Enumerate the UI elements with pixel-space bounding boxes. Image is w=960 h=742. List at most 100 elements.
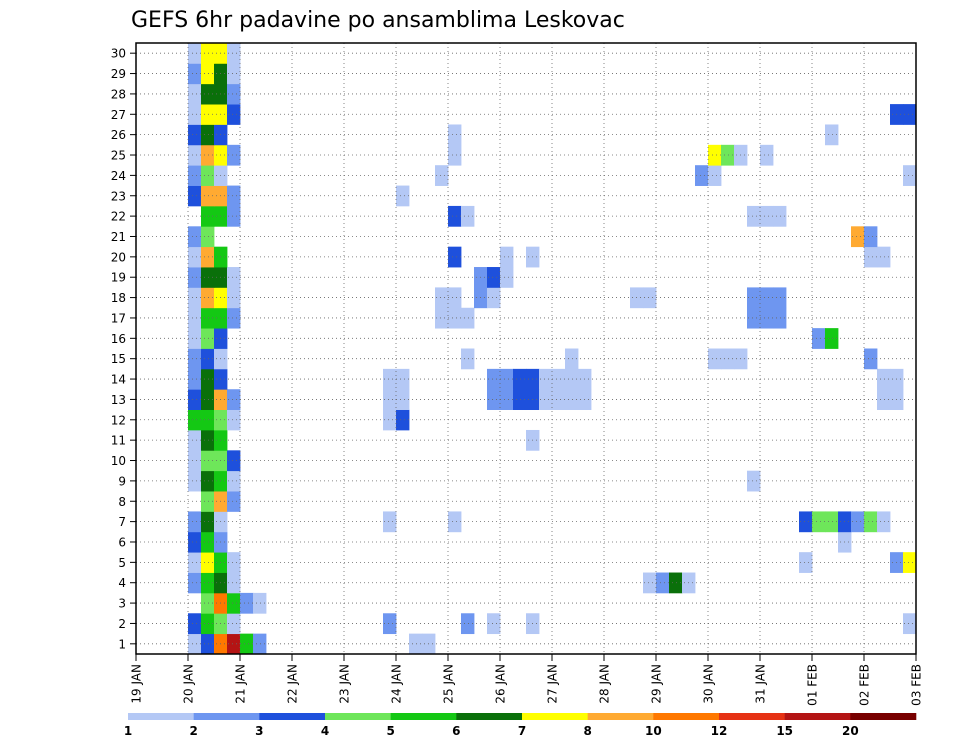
heatmap-cell — [760, 205, 774, 227]
heatmap-cell — [227, 409, 241, 431]
y-tick-label: 24 — [111, 169, 126, 183]
legend-color-swatch — [128, 713, 194, 720]
heatmap-cell — [188, 144, 202, 166]
heatmap-cell — [227, 491, 241, 512]
heatmap-cell — [383, 409, 397, 431]
y-tick-label: 27 — [111, 108, 126, 122]
heatmap-cell — [396, 185, 410, 207]
legend-color-swatch — [193, 713, 260, 720]
heatmap-cell — [201, 63, 215, 85]
heatmap-cell — [695, 165, 709, 186]
heatmap-cell — [201, 389, 215, 410]
heatmap-cell — [500, 389, 514, 410]
y-tick-label: 11 — [111, 434, 126, 448]
heatmap-cell — [903, 613, 917, 635]
heatmap-cell — [877, 389, 891, 410]
heatmap-cell — [864, 246, 878, 268]
heatmap-cell — [227, 470, 241, 492]
heatmap-cell — [227, 43, 241, 64]
heatmap-cell — [383, 511, 397, 533]
heatmap-cell — [760, 307, 774, 329]
legend-label: 7 — [518, 724, 526, 738]
heatmap-cell — [201, 144, 215, 166]
heatmap-cell — [201, 511, 215, 533]
heatmap-cell — [565, 389, 579, 410]
y-axis-ticks: 1234567891011121314151617181920212223242… — [111, 47, 136, 651]
x-tick-label: 29 JAN — [650, 664, 664, 704]
heatmap-cell — [721, 144, 735, 166]
y-tick-label: 7 — [118, 515, 126, 529]
heatmap-cell — [539, 389, 553, 410]
legend-color-swatch — [653, 713, 720, 720]
heatmap-cell — [201, 592, 215, 614]
y-tick-label: 30 — [111, 47, 126, 61]
heatmap-cell — [201, 328, 215, 349]
heatmap-cell — [539, 368, 553, 390]
y-tick-label: 25 — [111, 149, 126, 163]
heatmap-cell — [448, 205, 462, 227]
heatmap-cell — [565, 348, 579, 370]
y-tick-label: 16 — [111, 332, 126, 346]
heatmap-cell — [435, 287, 449, 309]
heatmap-cell — [227, 633, 241, 655]
legend-color-swatch — [522, 713, 588, 720]
y-tick-label: 20 — [111, 250, 126, 264]
heatmap-cell — [188, 165, 202, 186]
y-tick-label: 28 — [111, 87, 126, 101]
heatmap-cell — [201, 572, 215, 594]
x-axis-ticks: 19 JAN 20 JAN 21 JAN 22 JAN 23 JAN 24 JAN 25 J… — [130, 654, 924, 706]
y-tick-label: 2 — [118, 617, 126, 631]
heatmap-cell — [201, 226, 215, 248]
heatmap-cell — [513, 368, 527, 390]
heatmap-cell — [188, 368, 202, 390]
heatmap-cell — [669, 572, 683, 594]
heatmap-cell — [227, 63, 241, 85]
x-tick-label: 20 JAN — [182, 664, 196, 704]
heatmap-cell — [201, 368, 215, 390]
plot-frame — [135, 42, 917, 655]
heatmap-cell — [448, 144, 462, 166]
heatmap-cell — [552, 368, 566, 390]
heatmap-cell — [773, 205, 787, 227]
y-tick-label: 9 — [118, 474, 126, 488]
heatmap-cell — [227, 572, 241, 594]
x-tick-label: 31 JAN — [754, 664, 768, 704]
heatmap-cell — [643, 287, 657, 309]
heatmap-cell — [500, 246, 514, 268]
heatmap-cell — [201, 613, 215, 635]
heatmap-cell — [461, 307, 475, 329]
y-tick-label: 3 — [118, 597, 126, 611]
heatmap-cell — [708, 348, 722, 370]
y-tick-label: 22 — [111, 210, 126, 224]
x-tick-label: 23 JAN — [338, 664, 352, 704]
legend-color-swatch — [456, 713, 523, 720]
heatmap-cell — [188, 328, 202, 349]
heatmap-cell — [487, 389, 501, 410]
y-tick-label: 17 — [111, 311, 126, 325]
heatmap-cell — [825, 328, 839, 349]
heatmap-cell — [747, 307, 761, 329]
color-legend: 1 2 3 4 5 6 7 8 10 12 15 20 — [124, 713, 917, 738]
heatmap-cell — [708, 144, 722, 166]
heatmap-cell — [227, 185, 241, 207]
heatmap-cell — [409, 633, 423, 655]
heatmap-cell — [201, 43, 215, 64]
heatmap-cells — [188, 43, 917, 655]
y-tick-label: 12 — [111, 413, 126, 427]
heatmap-cell — [201, 552, 215, 573]
legend-color-swatch — [587, 713, 654, 720]
heatmap-cell — [227, 450, 241, 472]
heatmap-cell — [188, 552, 202, 573]
heatmap-cell — [383, 368, 397, 390]
x-tick-label: 19 JAN — [130, 664, 144, 704]
heatmap-cell — [760, 287, 774, 309]
heatmap-cell — [253, 592, 267, 614]
heatmap-cell — [227, 307, 241, 329]
heatmap-cell — [188, 633, 202, 655]
legend-label: 15 — [776, 724, 793, 738]
x-tick-label: 21 JAN — [234, 664, 248, 704]
heatmap-cell — [188, 267, 202, 288]
heatmap-cell — [227, 552, 241, 573]
y-tick-label: 23 — [111, 189, 126, 203]
